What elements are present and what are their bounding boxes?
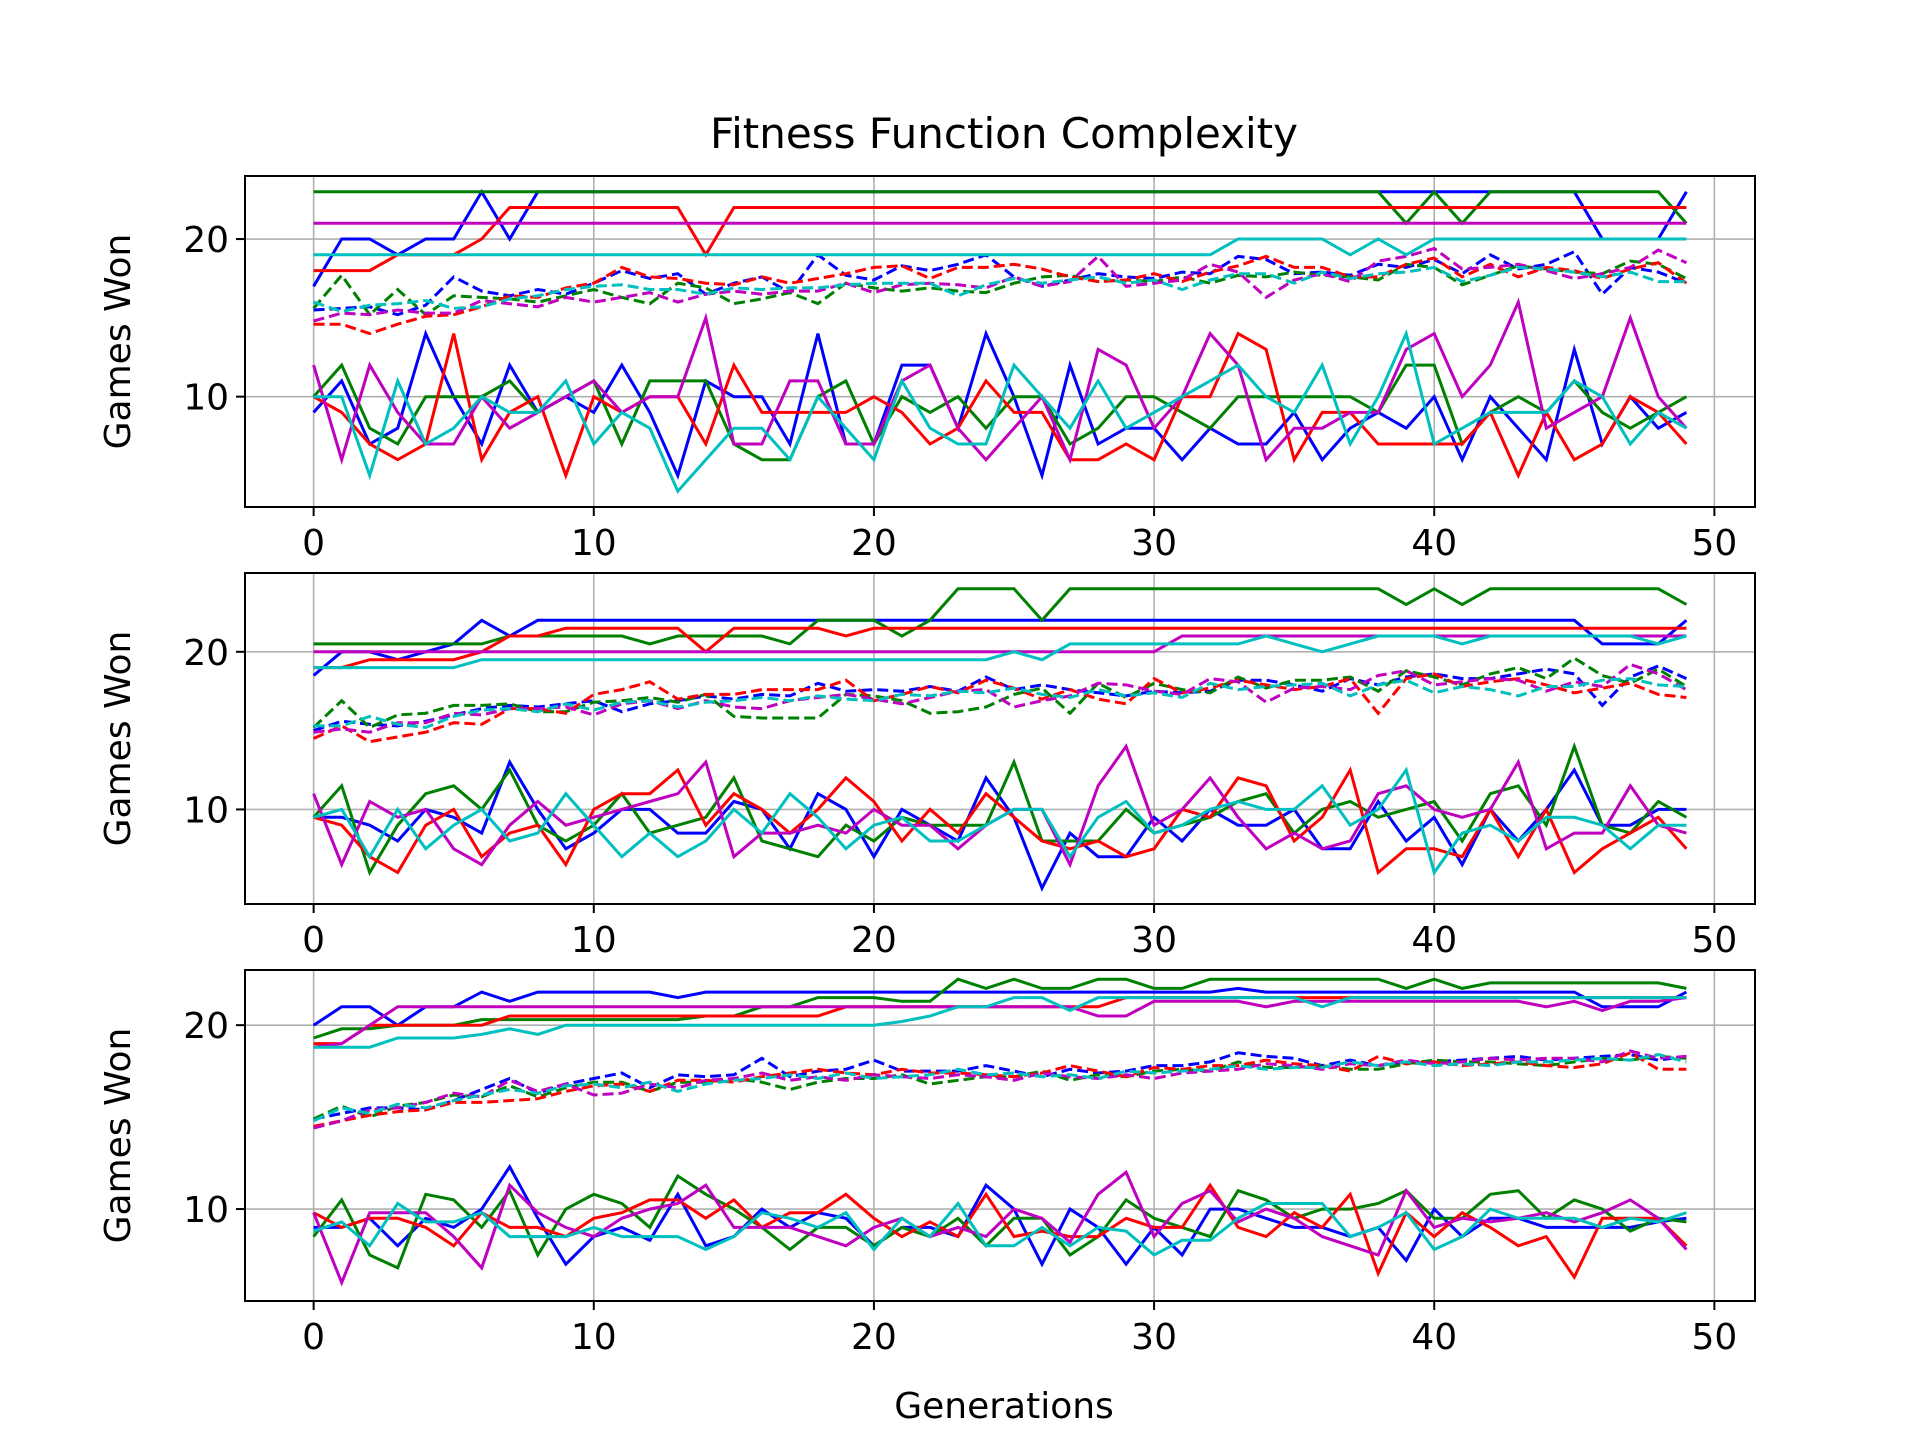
avg-line-magenta (313, 1049, 1687, 1130)
x-tick-label: 20 (851, 1317, 897, 1358)
x-tick-label: 30 (1131, 1317, 1177, 1358)
x-tick-label: 40 (1411, 1317, 1457, 1358)
max-line-red (313, 206, 1687, 273)
max-line-cyan (313, 634, 1687, 670)
axes-frame (244, 969, 1756, 1302)
max-line-red (313, 626, 1687, 670)
max-line-blue (312, 986, 1688, 1027)
min-line-cyan (313, 329, 1688, 494)
y-tick-label: 10 (183, 378, 229, 419)
min-line-red (312, 1182, 1688, 1281)
avg-line-cyan (313, 265, 1687, 314)
max-line-magenta (313, 634, 1687, 654)
y-axis-label: Games Won (98, 1028, 139, 1244)
avg-line-magenta (313, 246, 1688, 323)
x-tick-label: 30 (1131, 920, 1177, 961)
y-tick-label: 10 (183, 790, 229, 831)
x-axis-label: Generations (894, 1386, 1114, 1427)
y-tick-label: 20 (183, 633, 229, 674)
min-line-magenta (312, 297, 1688, 465)
x-tick-label: 10 (571, 1317, 617, 1358)
x-tick-label: 10 (571, 523, 617, 564)
max-line-magenta (313, 996, 1687, 1049)
y-tick-label: 20 (183, 220, 229, 261)
panel-2: 0 10 20 30 40 50 10 20 Games Won (98, 572, 1756, 961)
x-tick-label: 50 (1691, 523, 1737, 564)
y-axis-label: Games Won (98, 631, 139, 847)
min-line-red (313, 766, 1688, 876)
avg-line-green (312, 656, 1688, 730)
max-line-cyan (313, 237, 1687, 257)
axes-frame (244, 572, 1756, 905)
x-tick-label: 30 (1131, 523, 1177, 564)
y-tick-label: 20 (183, 1006, 229, 1047)
avg-line-green (312, 259, 1688, 317)
avg-line-red (313, 1051, 1687, 1128)
x-tick-label: 10 (571, 920, 617, 961)
y-axis-label: Games Won (98, 234, 139, 450)
avg-line-red (313, 254, 1688, 336)
x-tick-label: 20 (851, 920, 897, 961)
avg-line-magenta (313, 662, 1688, 734)
avg-line-cyan (313, 677, 1687, 730)
x-tick-label: 50 (1691, 1317, 1737, 1358)
x-tick-label: 0 (302, 1317, 325, 1358)
axes-frame (244, 175, 1756, 508)
panels: 0 10 20 30 40 50 10 20 Games Won 0 10 20 30 40 50 10 20 G… (98, 175, 1756, 1358)
x-tick-label: 0 (302, 920, 325, 961)
max-line-green (313, 977, 1687, 1040)
min-line-blue (313, 1163, 1687, 1268)
panel-1: 0 10 20 30 40 50 10 20 Games Won (98, 175, 1756, 564)
min-line-cyan (313, 766, 1687, 876)
max-line-green (313, 189, 1688, 226)
x-tick-label: 40 (1411, 523, 1457, 564)
panel-3: 0 10 20 30 40 50 10 20 Games Won (98, 969, 1756, 1358)
max-line-cyan (313, 996, 1687, 1049)
min-line-cyan (313, 1201, 1687, 1257)
y-tick-label: 10 (183, 1190, 229, 1231)
x-tick-label: 50 (1691, 920, 1737, 961)
max-line-blue (312, 618, 1688, 677)
chart-title: Fitness Function Complexity (710, 109, 1298, 158)
avg-line-cyan (312, 1053, 1687, 1123)
x-tick-label: 0 (302, 523, 325, 564)
x-tick-label: 20 (851, 523, 897, 564)
x-tick-label: 40 (1411, 920, 1457, 961)
min-line-magenta (312, 1169, 1688, 1287)
